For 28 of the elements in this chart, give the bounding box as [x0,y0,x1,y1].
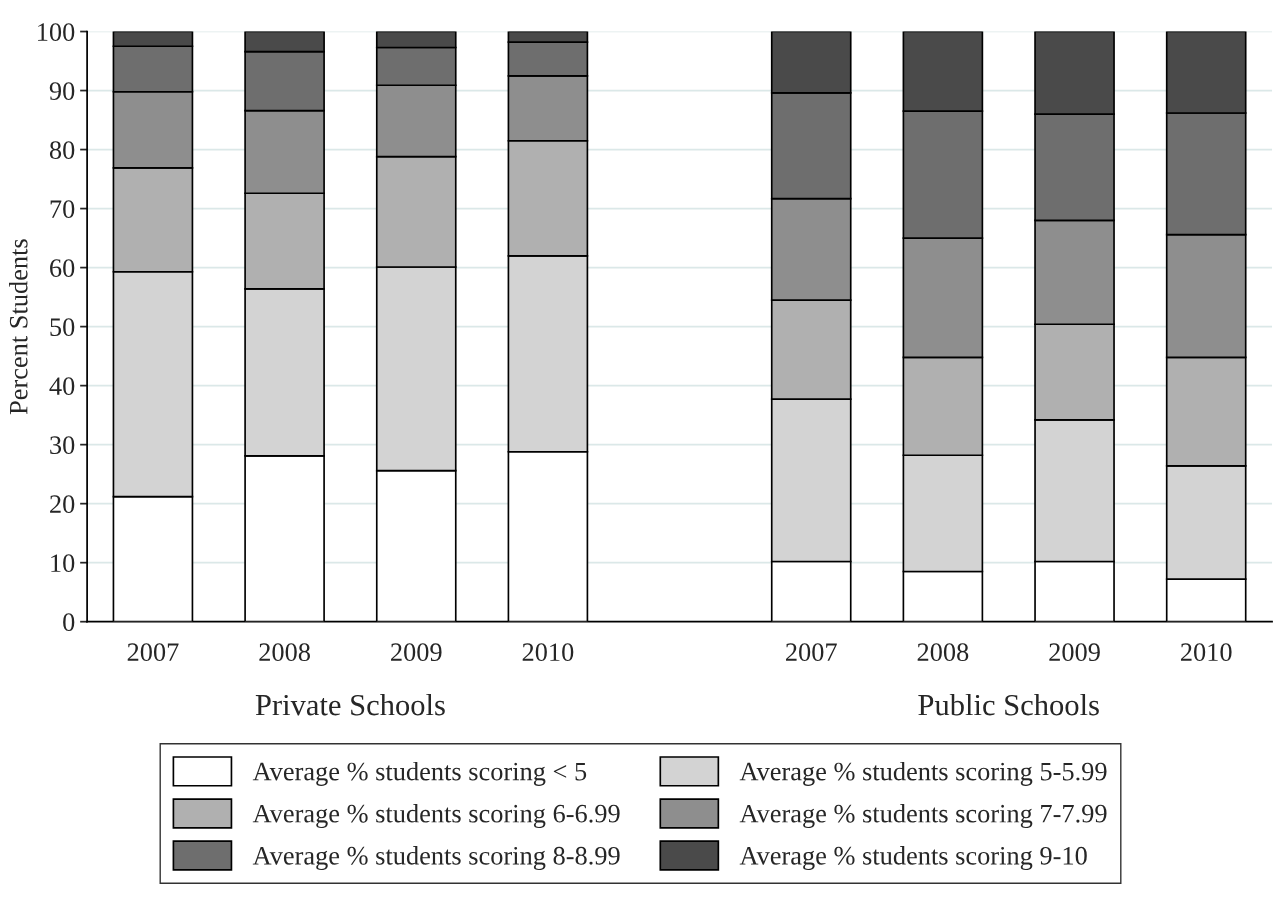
legend-label: Average % students scoring 5-5.99 [739,761,1107,786]
x-tick-label: 2010 [1180,643,1232,662]
y-tick-label: 70 [50,200,75,218]
x-tick-label: 2009 [391,643,442,662]
text: Private Schools [255,693,445,716]
y-tick-label: 40 [49,377,75,396]
legend-label: Average % students scoring 6-6.99 [252,803,620,828]
y-tick-label: 20 [50,495,75,514]
y-tick-label: 50 [50,318,75,337]
y-tick-label: 30 [50,436,75,455]
legend-label: Average % students scoring 9-10 [739,846,1087,871]
x-tick-label: 2007 [786,643,837,662]
x-tick-label: 2009 [1049,643,1100,662]
legend-label: Average % students scoring 7-7.99 [739,803,1107,828]
text: Public Schools [918,693,1099,716]
y-axis-title: Percent Students [9,239,28,415]
y-tick-label: 80 [49,141,75,159]
x-tick-label: 2008 [917,643,969,662]
y-tick-label: 100 [38,23,75,41]
y-tick-label: 90 [49,82,75,100]
y-tick-label: 0 [63,613,75,632]
legend-label: Average % students scoring 8-8.99 [252,846,620,871]
x-tick-label: 2010 [522,643,574,662]
x-tick-label: 2007 [127,643,179,662]
x-tick-label: 2008 [259,643,310,662]
legend-label: Average % students scoring < 5 [252,761,587,786]
y-tick-label: 60 [50,259,75,278]
y-tick-label: 10 [51,554,75,573]
